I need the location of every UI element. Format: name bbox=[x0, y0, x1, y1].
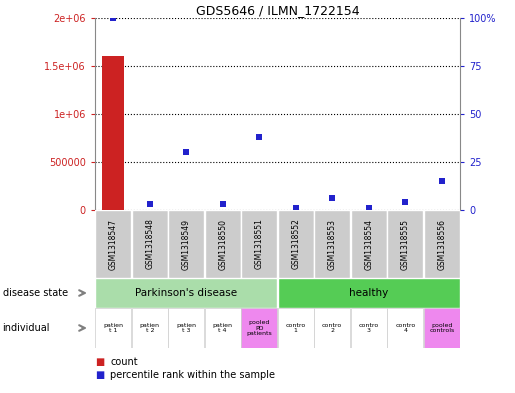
Bar bbox=[351, 308, 387, 348]
Bar bbox=[241, 308, 277, 348]
Bar bbox=[168, 308, 204, 348]
Text: GSM1318551: GSM1318551 bbox=[255, 219, 264, 270]
Bar bbox=[278, 308, 314, 348]
Bar bbox=[278, 278, 460, 308]
Bar bbox=[351, 210, 387, 278]
Bar bbox=[241, 210, 277, 278]
Text: GSM1318549: GSM1318549 bbox=[182, 219, 191, 270]
Bar bbox=[102, 57, 124, 210]
Bar bbox=[387, 308, 423, 348]
Bar bbox=[314, 308, 350, 348]
Text: percentile rank within the sample: percentile rank within the sample bbox=[110, 370, 276, 380]
Bar bbox=[278, 210, 314, 278]
Text: patien
t 3: patien t 3 bbox=[176, 323, 196, 333]
Text: count: count bbox=[110, 357, 138, 367]
Text: patien
t 1: patien t 1 bbox=[103, 323, 123, 333]
Bar bbox=[424, 210, 460, 278]
Text: disease state: disease state bbox=[3, 288, 67, 298]
Text: patien
t 2: patien t 2 bbox=[140, 323, 160, 333]
Bar bbox=[95, 210, 131, 278]
Bar bbox=[387, 210, 423, 278]
Text: GSM1318548: GSM1318548 bbox=[145, 219, 154, 270]
Bar bbox=[424, 308, 460, 348]
Bar bbox=[314, 210, 350, 278]
Text: GSM1318547: GSM1318547 bbox=[109, 219, 118, 270]
Text: pooled
PD
patients: pooled PD patients bbox=[246, 320, 272, 336]
Text: individual: individual bbox=[3, 323, 50, 333]
Bar bbox=[204, 210, 241, 278]
Text: GSM1318556: GSM1318556 bbox=[437, 219, 447, 270]
Bar bbox=[132, 210, 168, 278]
Text: patien
t 4: patien t 4 bbox=[213, 323, 233, 333]
Text: healthy: healthy bbox=[349, 288, 388, 298]
Text: GSM1318555: GSM1318555 bbox=[401, 219, 410, 270]
Text: pooled
controls: pooled controls bbox=[429, 323, 454, 333]
Text: Parkinson's disease: Parkinson's disease bbox=[135, 288, 237, 298]
Text: contro
2: contro 2 bbox=[322, 323, 342, 333]
Bar bbox=[168, 210, 204, 278]
Text: GSM1318552: GSM1318552 bbox=[291, 219, 300, 270]
Text: GSM1318553: GSM1318553 bbox=[328, 219, 337, 270]
Bar bbox=[248, 209, 270, 210]
Text: contro
1: contro 1 bbox=[286, 323, 306, 333]
Text: contro
4: contro 4 bbox=[395, 323, 416, 333]
Title: GDS5646 / ILMN_1722154: GDS5646 / ILMN_1722154 bbox=[196, 4, 359, 17]
Bar bbox=[132, 308, 168, 348]
Text: GSM1318554: GSM1318554 bbox=[364, 219, 373, 270]
Bar bbox=[204, 308, 241, 348]
Bar bbox=[95, 308, 131, 348]
Text: contro
3: contro 3 bbox=[358, 323, 379, 333]
Bar bbox=[95, 278, 277, 308]
Text: ■: ■ bbox=[95, 370, 104, 380]
Text: ■: ■ bbox=[95, 357, 104, 367]
Text: GSM1318550: GSM1318550 bbox=[218, 219, 227, 270]
